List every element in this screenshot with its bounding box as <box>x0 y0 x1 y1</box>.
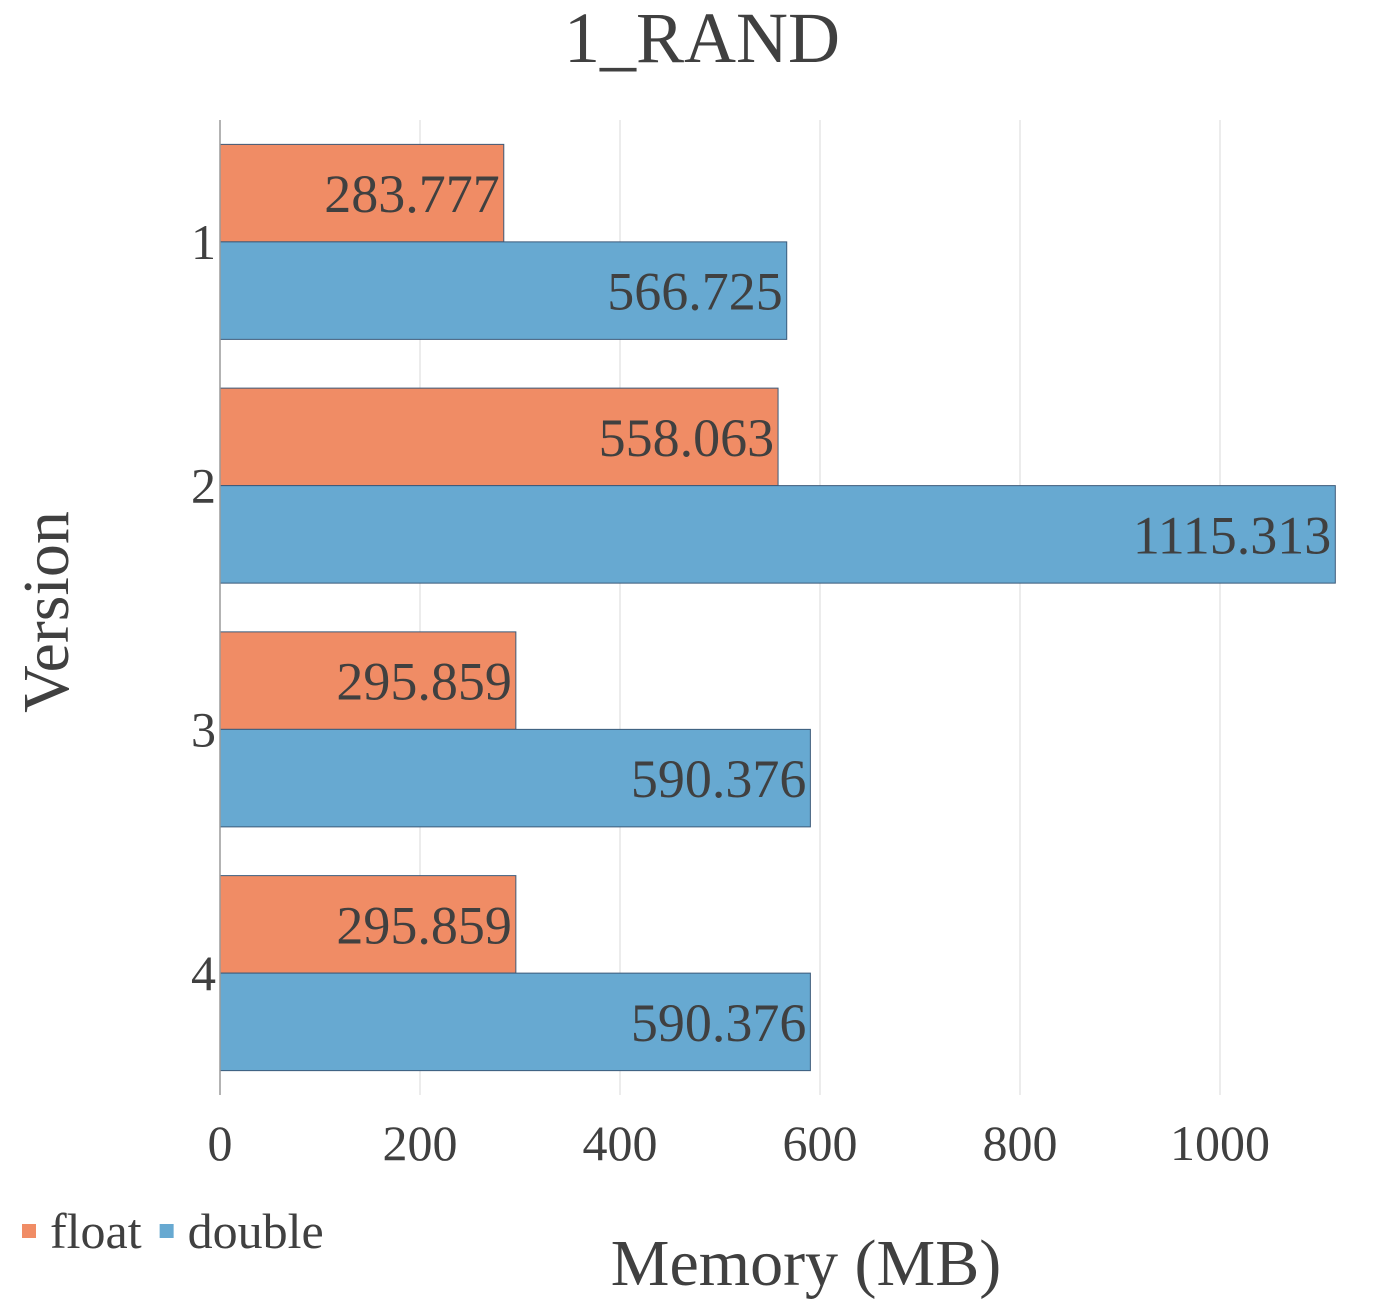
x-tick-labels: 0 200 400 600 800 1000 <box>208 1115 1271 1171</box>
data-label-double-2: 1115.313 <box>1133 505 1332 565</box>
bar-float-2 <box>219 387 779 487</box>
x-tick-label-400: 400 <box>583 1115 658 1171</box>
x-tick-label-600: 600 <box>783 1115 858 1171</box>
chart-title: 1_RAND <box>564 0 840 78</box>
legend-label-float: float <box>50 1203 142 1259</box>
bars <box>219 143 1336 1072</box>
y-tick-label-2: 2 <box>191 458 216 514</box>
x-tick-label-800: 800 <box>983 1115 1058 1171</box>
x-tick-label-200: 200 <box>383 1115 458 1171</box>
bar-double-2 <box>219 485 1336 584</box>
bar-float-1 <box>219 143 505 243</box>
y-tick-label-4: 4 <box>191 945 216 1001</box>
data-label-double-1: 566.725 <box>607 262 783 322</box>
data-label-float-2: 558.063 <box>599 408 775 468</box>
x-tick-label-1000: 1000 <box>1170 1115 1270 1171</box>
x-tick-label-0: 0 <box>208 1115 233 1171</box>
bar-double-3 <box>219 728 811 828</box>
bar-double-4 <box>219 972 811 1072</box>
data-label-double-4: 590.376 <box>631 993 807 1053</box>
data-label-float-1: 283.777 <box>324 164 500 224</box>
data-label-float-4: 295.859 <box>336 895 512 955</box>
data-labels: 283.777 566.725 558.063 1115.313 295.859 590.… <box>324 164 1331 1053</box>
y-tick-label-3: 3 <box>191 701 216 757</box>
y-axis-label: Version <box>10 511 83 713</box>
data-label-float-3: 295.859 <box>336 652 512 712</box>
x-axis-label: Memory (MB) <box>611 1227 1001 1300</box>
bar-float-4 <box>219 875 517 974</box>
legend-swatch-float <box>22 1224 36 1238</box>
y-tick-labels: 1 2 3 4 <box>191 214 216 1001</box>
legend-label-double: double <box>188 1203 324 1259</box>
legend-swatch-double <box>159 1224 174 1238</box>
legend: float double <box>22 1203 324 1259</box>
data-label-double-3: 590.376 <box>631 749 807 809</box>
bar-float-3 <box>219 631 517 730</box>
y-tick-label-1: 1 <box>191 214 216 270</box>
